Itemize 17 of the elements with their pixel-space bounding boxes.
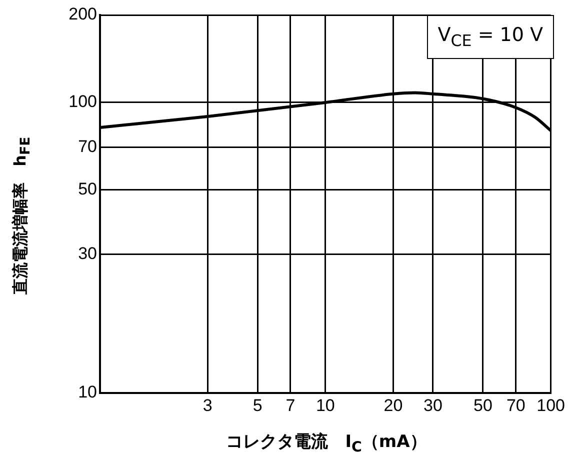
x-tick-label: 5 — [252, 396, 262, 415]
x-tick-label: 10 — [316, 396, 335, 415]
y-tick-label: 200 — [68, 4, 97, 24]
y-tick-label: 30 — [78, 244, 97, 264]
annotation: V$_{CE}$ = 10 V — [426, 15, 554, 59]
x-tick-label: 7 — [286, 396, 296, 415]
y-tick-label: 50 — [78, 180, 97, 199]
x-tick-label: 50 — [474, 396, 492, 415]
x-tick-label: 70 — [506, 396, 526, 415]
x-tick-label: 3 — [202, 396, 212, 415]
y-tick-label: 70 — [78, 137, 97, 156]
x-axis-title: コレクタ電流 I$_{C}$（mA） — [225, 431, 428, 456]
x-tick-label: 100 — [536, 396, 566, 415]
x-tick-label: 20 — [384, 396, 403, 415]
y-tick-label: 10 — [78, 382, 97, 402]
x-tick-label: 30 — [423, 396, 442, 415]
y-tick-label: 100 — [68, 92, 97, 112]
